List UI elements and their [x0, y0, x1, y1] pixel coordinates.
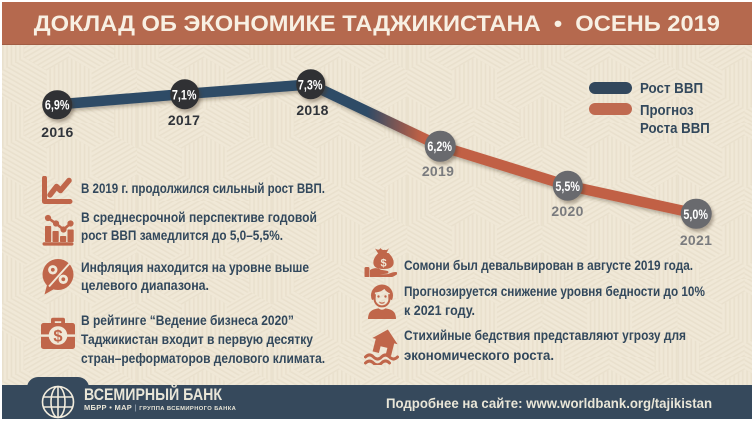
svg-text:$: $ — [380, 258, 386, 270]
svg-text:$: $ — [53, 328, 62, 346]
